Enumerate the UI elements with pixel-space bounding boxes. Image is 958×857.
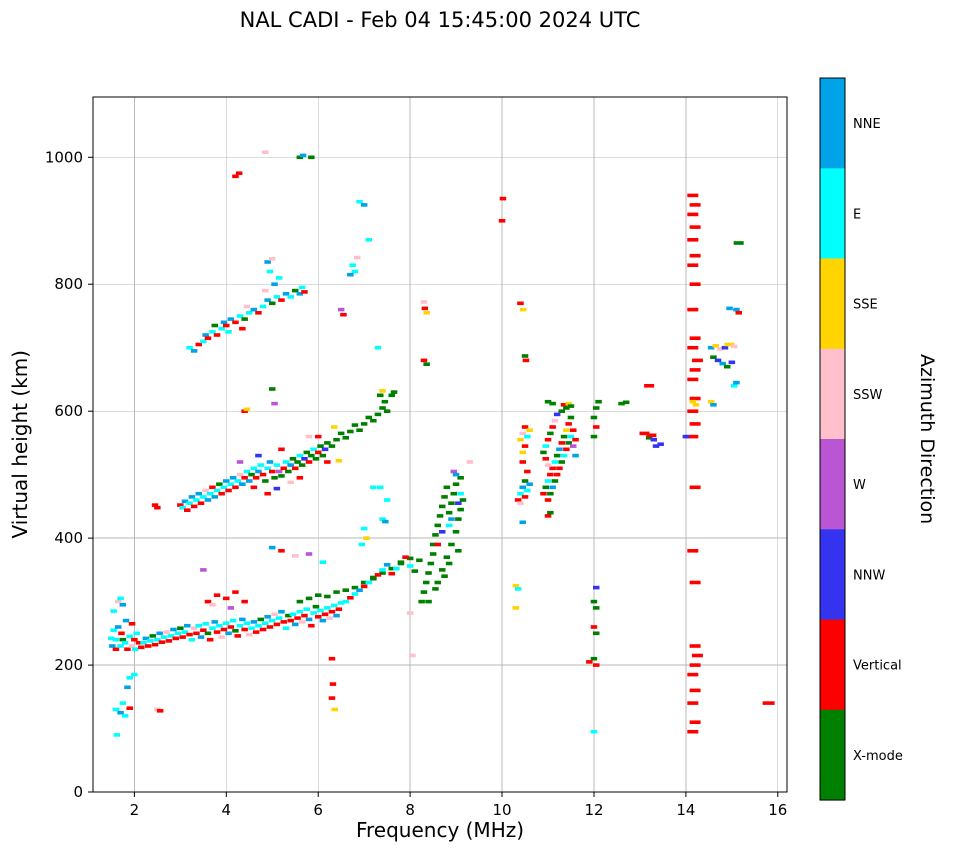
colorbar-label: W: [853, 478, 866, 493]
svg-text:600: 600: [54, 402, 83, 420]
grid-lines: [93, 97, 787, 793]
colorbar-label: X-mode: [853, 749, 903, 764]
colorbar-label: Vertical: [853, 659, 902, 674]
colorbar-label: SSE: [853, 298, 878, 313]
colorbar-label: NNE: [853, 117, 881, 132]
colorbar-label: E: [853, 207, 861, 222]
colorbar-label: NNW: [853, 568, 885, 583]
svg-text:8: 8: [405, 801, 415, 819]
svg-text:400: 400: [54, 529, 83, 547]
svg-text:2: 2: [130, 801, 140, 819]
y-axis-ticks: 0 200 400 600 800 1000: [45, 148, 93, 801]
svg-text:800: 800: [54, 275, 83, 293]
svg-text:10: 10: [492, 801, 511, 819]
colorbar-label: SSW: [853, 388, 883, 403]
svg-text:1000: 1000: [45, 148, 83, 166]
svg-text:200: 200: [54, 656, 83, 674]
svg-text:12: 12: [584, 801, 603, 819]
colorbar: NNE E SSE SSW W NNW Vertical X-mode: [819, 77, 903, 801]
svg-text:16: 16: [768, 801, 787, 819]
colorbar-title-container: Azimuth Direction: [916, 78, 938, 800]
x-axis-ticks: 2 4 6 8 10 12 14 16: [130, 792, 787, 819]
svg-text:14: 14: [676, 801, 695, 819]
svg-text:0: 0: [73, 783, 83, 801]
colorbar-frame: [819, 77, 846, 801]
scatter-points: [108, 150, 775, 737]
chart-title: NAL CADI - Feb 04 15:45:00 2024 UTC: [239, 8, 641, 32]
x-axis-label: Frequency (MHz): [355, 818, 525, 842]
svg-text:6: 6: [313, 801, 323, 819]
plot-frame: [92, 96, 788, 793]
colorbar-title: Azimuth Direction: [916, 353, 938, 525]
svg-text:4: 4: [222, 801, 232, 819]
